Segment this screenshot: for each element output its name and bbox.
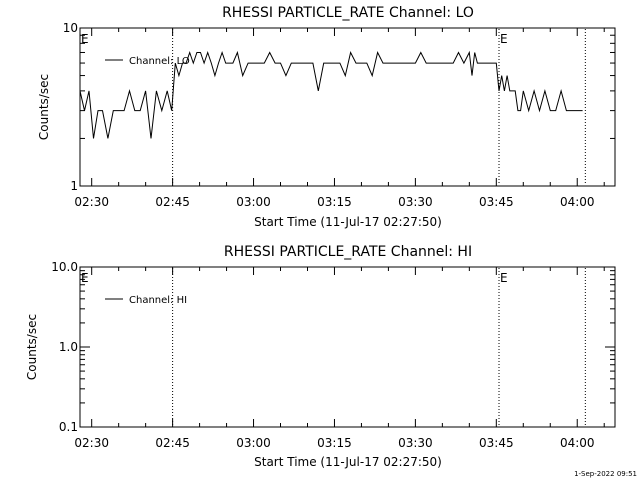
legend-label-hi: Channel: HI — [129, 295, 187, 306]
event-marker-lo: E — [81, 32, 89, 46]
event-marker-lo: E — [500, 32, 508, 46]
xtick-label-lo: 02:45 — [155, 195, 190, 209]
xtick-label-lo: 03:30 — [398, 195, 433, 209]
event-marker-hi: E — [500, 271, 508, 285]
ytick-label-hi: 1.0 — [59, 340, 78, 354]
legend-label-lo: Channel: LO — [129, 56, 190, 67]
legend-lo: Channel: LO — [105, 56, 190, 67]
xtick-label-lo: 04:00 — [560, 195, 595, 209]
series-line-lo — [79, 50, 583, 139]
event-marker-hi: E — [81, 271, 89, 285]
ylabel-lo: Counts/sec — [37, 74, 51, 140]
ytick-label-hi: 0.1 — [59, 420, 78, 434]
xtick-label-hi: 02:30 — [74, 436, 109, 450]
plot-area-hi — [79, 266, 616, 428]
xtick-label-lo: 03:15 — [317, 195, 352, 209]
xtick-label-hi: 03:45 — [479, 436, 514, 450]
xtick-label-lo: 03:45 — [479, 195, 514, 209]
ytick-label-lo: 10 — [63, 21, 78, 35]
ylabel-hi: Counts/sec — [25, 314, 39, 380]
xtick-label-hi: 03:00 — [236, 436, 271, 450]
panel-lo: RHESSI PARTICLE_RATE Channel: LO Counts/… — [37, 5, 616, 229]
xlabel-lo: Start Time (11-Jul-17 02:27:50) — [254, 215, 442, 229]
panel-hi: RHESSI PARTICLE_RATE Channel: HI Counts/… — [25, 244, 616, 469]
xtick-label-hi: 03:30 — [398, 436, 433, 450]
axes-hi: 02:30 02:45 03:00 03:15 03:30 03:45 04:00 0.1 1.… — [51, 260, 615, 450]
xlabel-hi: Start Time (11-Jul-17 02:27:50) — [254, 455, 442, 469]
chart-title-hi: RHESSI PARTICLE_RATE Channel: HI — [224, 244, 472, 260]
chart-title-lo: RHESSI PARTICLE_RATE Channel: LO — [222, 5, 474, 21]
xtick-label-lo: 03:00 — [236, 195, 271, 209]
xtick-label-hi: 04:00 — [560, 436, 595, 450]
xtick-label-lo: 02:30 — [74, 195, 109, 209]
legend-hi: Channel: HI — [105, 295, 187, 306]
ytick-label-lo: 1 — [70, 179, 78, 193]
plot-area-lo — [79, 27, 616, 187]
ytick-label-hi: 10.0 — [51, 260, 78, 274]
xtick-label-hi: 02:45 — [155, 436, 190, 450]
footer-timestamp: 1-Sep-2022 09:51 — [574, 470, 637, 478]
axes-lo: 02:30 02:45 03:00 03:15 03:30 03:45 04:00 1 10 — [63, 21, 615, 209]
xtick-label-hi: 03:15 — [317, 436, 352, 450]
